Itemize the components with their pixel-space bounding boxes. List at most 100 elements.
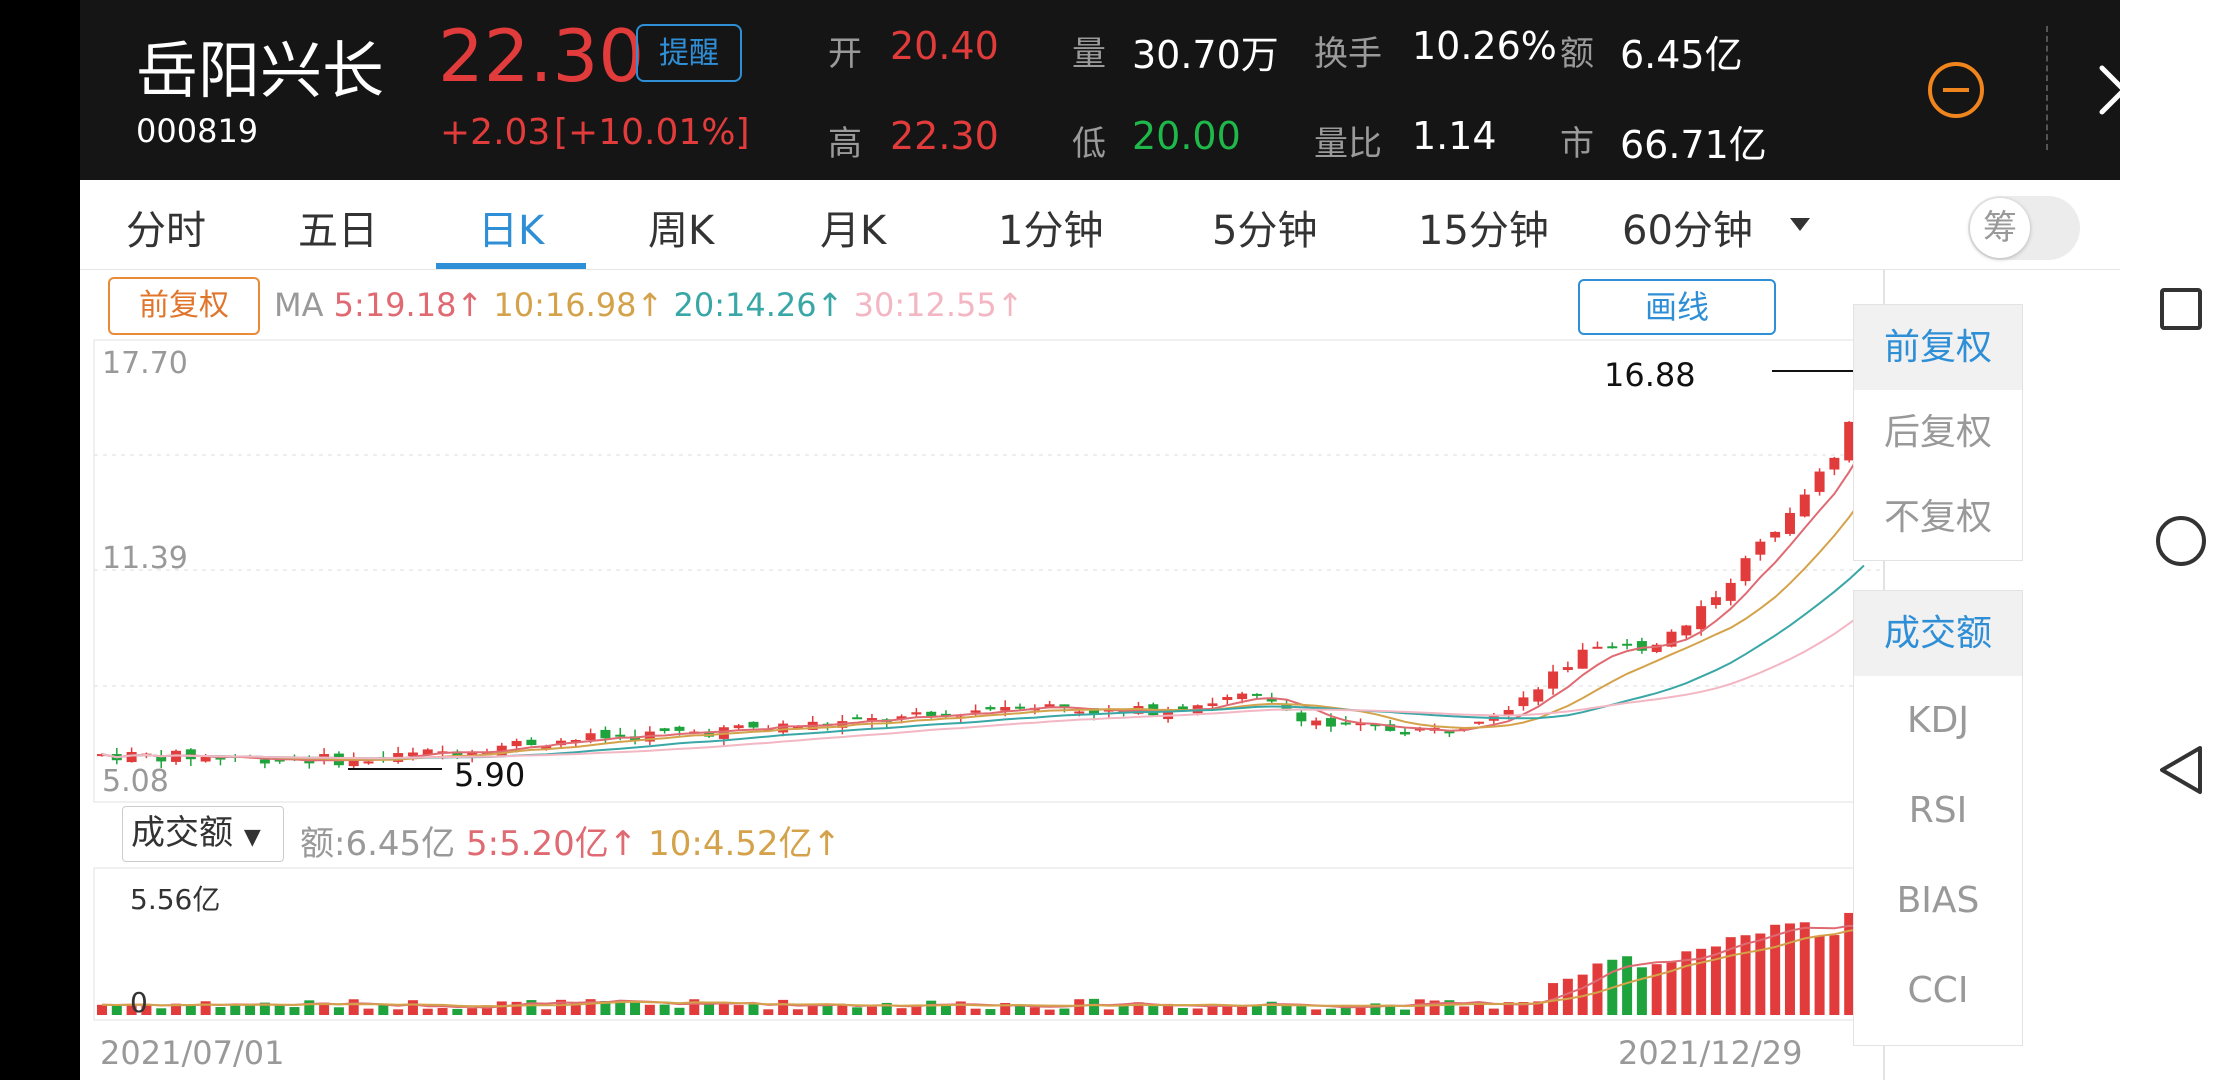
candle-body (1651, 644, 1662, 652)
candle-body (215, 757, 226, 760)
tab-week-k[interactable]: 周K (648, 208, 715, 254)
mcap-value: 66.71亿 (1620, 123, 1767, 167)
tab-day-k[interactable]: 日K (478, 208, 545, 254)
volume-bar (1725, 937, 1736, 1015)
candle-body (1681, 625, 1692, 636)
ma20-value: 20:14.26 (673, 286, 817, 324)
adjust-backward[interactable]: 后复权 (1883, 412, 1992, 453)
volume-bar (1562, 978, 1573, 1015)
recent-apps-icon[interactable] (2160, 288, 2202, 330)
low-value: 20.00 (1132, 114, 1241, 158)
close-icon[interactable] (2094, 60, 2120, 120)
indicator-amount[interactable]: 成交额 (1854, 591, 2022, 676)
volume-bar (481, 1005, 492, 1015)
date-end: 2021/12/29 (1618, 1034, 1803, 1072)
candle-body (1636, 641, 1647, 651)
high-value: 22.30 (890, 114, 999, 158)
candle-body (185, 749, 196, 760)
chip-toggle-knob: 筹 (1970, 198, 2030, 258)
volume-bar (452, 1008, 463, 1015)
kline-chart[interactable] (80, 0, 2000, 1080)
volume-bar (156, 1008, 167, 1015)
volume-bar (259, 1002, 270, 1015)
volume-bar (1666, 961, 1677, 1015)
volume-bar (659, 1004, 670, 1015)
volume-bar (1622, 956, 1633, 1015)
volume-bar (866, 1006, 877, 1015)
candle-body (852, 717, 863, 720)
volume-bar (615, 1000, 626, 1015)
volume-bar (1222, 1004, 1233, 1015)
volume-ma5: 5:5.20亿 (465, 824, 609, 864)
tab-5min[interactable]: 5分钟 (1212, 208, 1318, 254)
candle-body (1074, 711, 1085, 714)
remove-watch-icon[interactable] (1928, 62, 1984, 118)
volume-bar (526, 1000, 537, 1015)
indicator-cci[interactable]: CCI (1907, 970, 1969, 1011)
current-price: 22.30 (438, 14, 645, 98)
volume-bar (1429, 1000, 1440, 1015)
volume-bar (718, 1003, 729, 1015)
volume-bar (230, 1005, 241, 1015)
adjust-panel: 前复权 后复权 不复权 (1853, 304, 2023, 561)
volume-bar (763, 1009, 774, 1015)
candle-body (1829, 457, 1840, 470)
candle-body (733, 725, 744, 729)
home-icon[interactable] (2156, 516, 2206, 566)
volume-bar (926, 1000, 937, 1015)
adjust-forward[interactable]: 前复权 (1854, 305, 2022, 390)
volume-bar (1237, 1004, 1248, 1015)
volume-bar (630, 1002, 641, 1015)
tab-month-k[interactable]: 月K (820, 208, 887, 254)
price-change-pct: [+10.01%] (554, 112, 750, 153)
kline-y-top: 17.70 (102, 346, 188, 381)
tab-15min[interactable]: 15分钟 (1418, 208, 1549, 254)
app-screen: 岳阳兴长 000819 22.30 提醒 +2.03 [+10.01%] 开 2… (80, 0, 2120, 1080)
candle-body (1207, 703, 1218, 706)
remind-button[interactable]: 提醒 (636, 24, 742, 82)
adjust-none[interactable]: 不复权 (1883, 497, 1992, 538)
candle-body (1000, 707, 1011, 711)
candle-body (1770, 531, 1781, 538)
candle-body (911, 712, 922, 715)
volume-bar (274, 1004, 285, 1015)
candle-body (1799, 494, 1810, 517)
adjust-mode-button[interactable]: 前复权 (108, 277, 260, 335)
volume-bar (378, 1004, 389, 1015)
candle-body (1444, 731, 1455, 734)
chevron-down-icon[interactable] (1790, 218, 1810, 231)
tab-1min[interactable]: 1分钟 (998, 208, 1104, 254)
volume-bar (1370, 1003, 1381, 1015)
candle-body (1622, 643, 1633, 646)
candle-body (674, 726, 685, 731)
indicator-selector[interactable]: 成交额 ▼ (122, 806, 284, 862)
tab-wuri[interactable]: 五日 (298, 208, 378, 254)
back-icon[interactable] (2156, 744, 2206, 800)
volume-bar (289, 1007, 300, 1015)
volume-y-zero: 0 (130, 986, 148, 1019)
candle-body (615, 734, 626, 737)
volume-amount: 额:6.45亿 (300, 824, 456, 864)
indicator-rsi[interactable]: RSI (1908, 790, 1968, 831)
indicator-bias[interactable]: BIAS (1896, 880, 1980, 921)
active-tab-underline (436, 263, 586, 269)
draw-line-button[interactable]: 画线 (1578, 279, 1776, 335)
candle-body (407, 752, 418, 757)
candle-body (511, 740, 522, 747)
candle-body (1784, 512, 1795, 534)
candle-body (1562, 667, 1573, 670)
indicator-kdj[interactable]: KDJ (1907, 700, 1969, 741)
candle-body (1340, 722, 1351, 725)
volume-bar (1163, 1003, 1174, 1015)
tab-fenshi[interactable]: 分时 (126, 208, 206, 254)
volume-bar (822, 1004, 833, 1015)
tab-60min[interactable]: 60分钟 (1622, 208, 1753, 254)
volume-bar (585, 999, 596, 1015)
candle-body (570, 739, 581, 742)
candle-body (467, 751, 478, 757)
volume-bar (807, 1003, 818, 1015)
chip-toggle[interactable]: 筹 (1968, 196, 2080, 260)
volume-bar (970, 1008, 981, 1015)
volume-bar (141, 1004, 152, 1015)
ma10-line (101, 496, 1865, 761)
